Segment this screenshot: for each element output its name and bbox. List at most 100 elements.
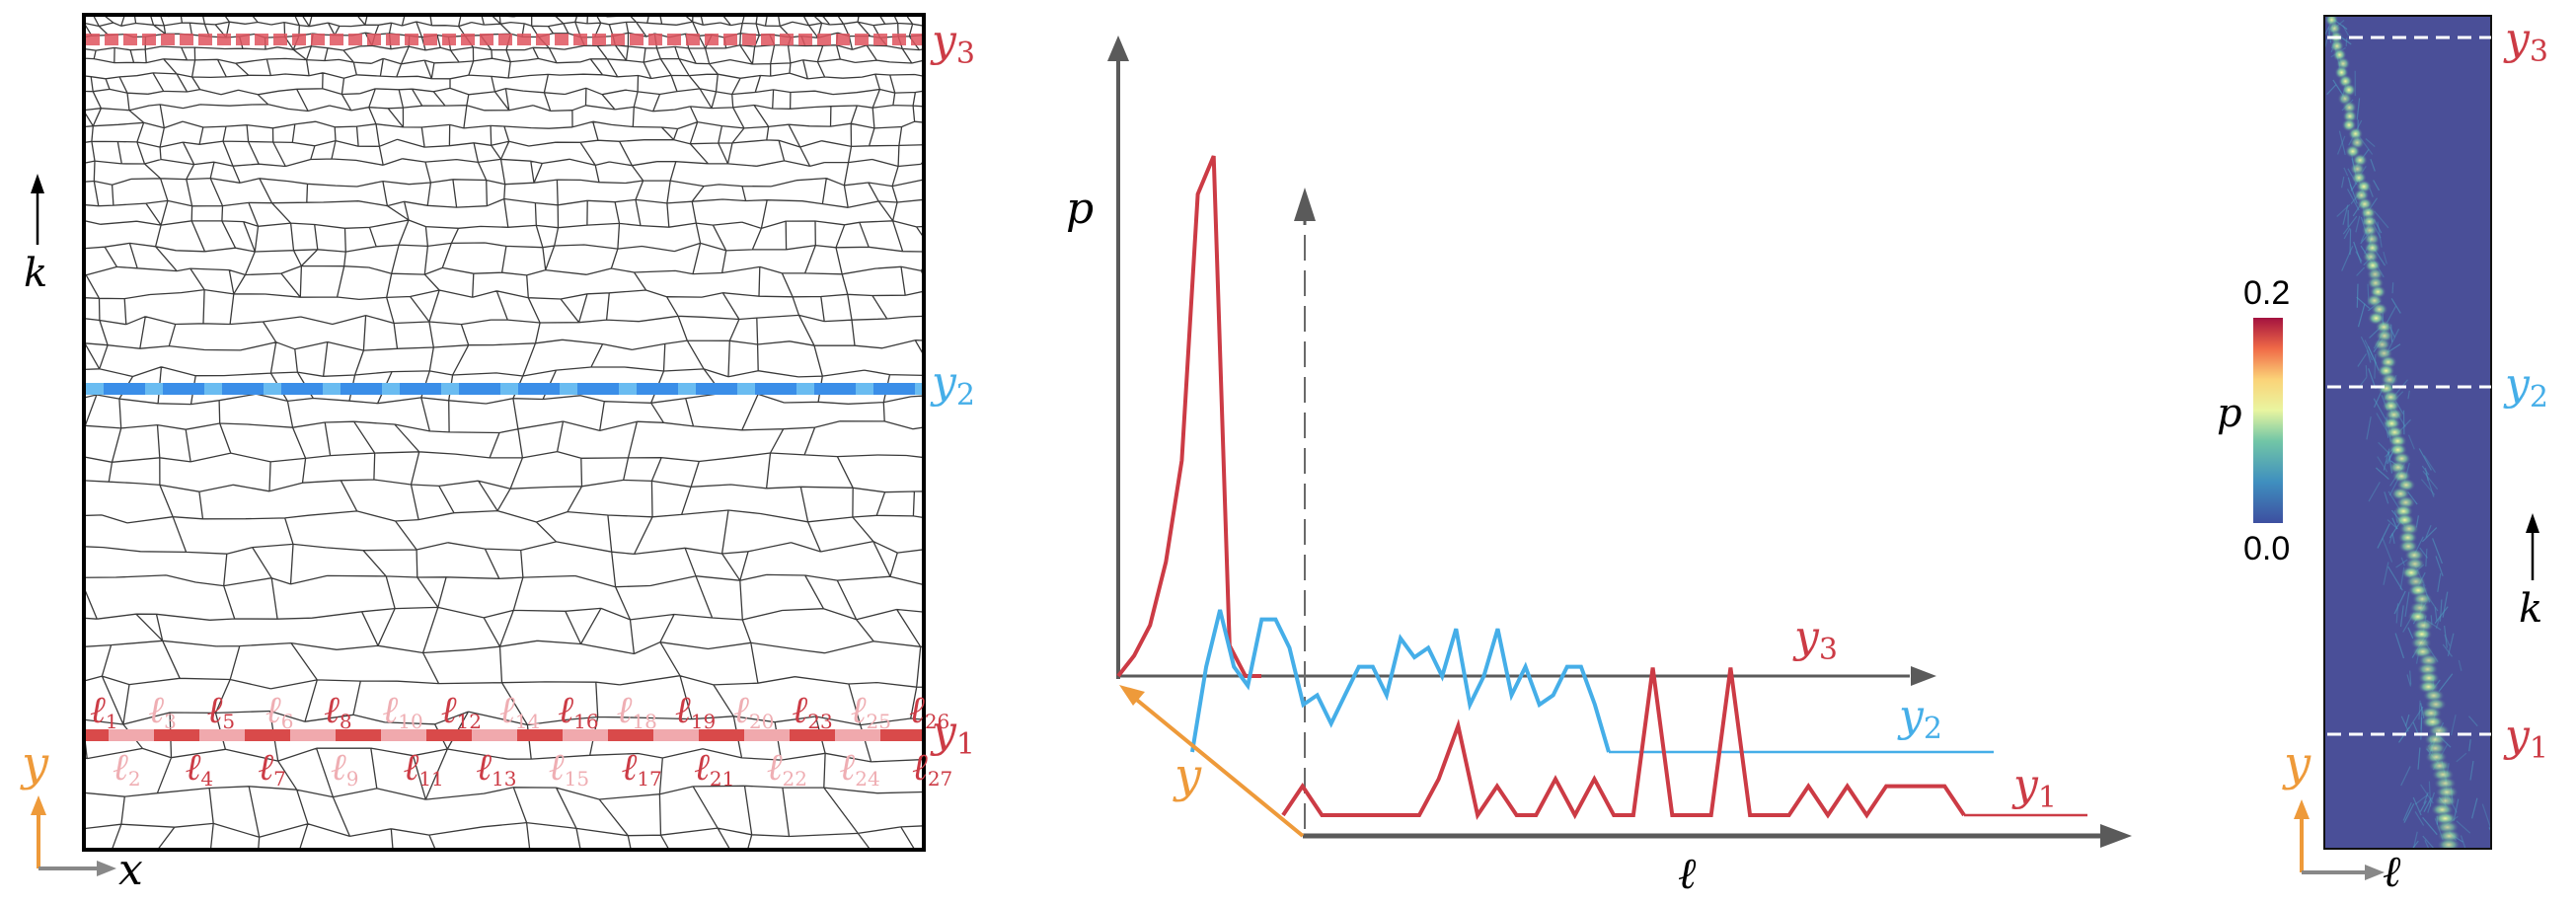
heat-streak xyxy=(2342,25,2350,37)
heat-streak xyxy=(2359,376,2368,386)
heat-streak xyxy=(2343,227,2351,240)
heat-streak xyxy=(2356,266,2366,276)
edge-label-top: ℓ25 xyxy=(851,688,891,733)
heat-streak xyxy=(2425,548,2428,567)
heat-streak xyxy=(2424,839,2430,849)
heat-k-arrowhead xyxy=(2526,513,2539,533)
heat-streak xyxy=(2393,590,2406,615)
heat-streak xyxy=(2356,296,2371,310)
heat-streak xyxy=(2376,467,2389,481)
heat-streak xyxy=(2367,345,2380,371)
y-axis-arrowhead xyxy=(31,795,46,815)
y-diag-axis xyxy=(1131,695,1305,838)
heat-streak xyxy=(2471,797,2478,819)
heat-streak xyxy=(2342,215,2358,235)
heat-streak xyxy=(2450,715,2457,736)
heat-streak xyxy=(2336,203,2351,217)
edge-label-bottom: ℓ7 xyxy=(258,745,286,791)
heat-streak xyxy=(2444,625,2448,648)
series-line-y1 xyxy=(1281,667,1966,821)
heat-streak xyxy=(2412,796,2422,816)
heat-streak xyxy=(2343,167,2349,177)
edge-label-bottom: ℓ17 xyxy=(622,745,662,791)
heat-streak xyxy=(2377,221,2383,248)
heat-streak xyxy=(2353,241,2362,264)
heat-label-y1: y1 xyxy=(2503,711,2548,766)
heat-y-arrowhead xyxy=(2294,799,2310,819)
heat-streak xyxy=(2366,416,2372,440)
heat-streak xyxy=(2438,673,2454,692)
heat-streak xyxy=(2341,246,2354,271)
heat-streak xyxy=(2456,752,2467,763)
heat-streak xyxy=(2414,811,2425,826)
heat-label-y2: y2 xyxy=(2503,359,2548,414)
panel-b-chart: p ℓ y y3 y2 y1 xyxy=(1066,36,2132,899)
series-line-y3 xyxy=(1116,155,1261,678)
heat-streak xyxy=(2357,303,2366,328)
heat-streak xyxy=(2422,817,2438,836)
heat-streak xyxy=(2338,130,2346,156)
heat-streak xyxy=(2420,784,2434,804)
heat-streak xyxy=(2432,538,2443,565)
heat-streak xyxy=(2346,188,2360,211)
heat-streak xyxy=(2355,215,2361,233)
heat-streak xyxy=(2387,565,2403,591)
heat-y-label: y xyxy=(2282,736,2311,791)
heat-streak xyxy=(2383,562,2389,585)
heat-streak xyxy=(2447,633,2455,656)
edge-label-top: ℓ6 xyxy=(265,688,294,733)
heat-blob xyxy=(2437,838,2462,849)
edge-label-top: ℓ16 xyxy=(558,688,598,733)
heat-streak xyxy=(2417,747,2421,770)
heat-x-arrowhead xyxy=(2365,865,2385,880)
heat-streak xyxy=(2425,524,2432,538)
heat-streak xyxy=(2370,158,2376,172)
heat-streak xyxy=(2368,482,2381,502)
heat-streak xyxy=(2403,803,2415,823)
edge-label-bottom: ℓ13 xyxy=(476,745,516,791)
series-group xyxy=(1116,155,1966,821)
heat-streak xyxy=(2422,470,2439,490)
heat-streak xyxy=(2365,365,2368,377)
label-y2: y2 xyxy=(930,357,975,413)
edge-label-top: ℓ18 xyxy=(617,688,657,733)
heat-streak xyxy=(2407,434,2415,450)
edge-label-bottom: ℓ11 xyxy=(404,745,444,791)
heat-streak xyxy=(2407,390,2410,400)
y-diag-arrowhead xyxy=(1119,685,1145,706)
heat-streak xyxy=(2350,182,2358,191)
series-label-y2: y2 xyxy=(1897,691,1942,746)
edge-label-top: ℓ3 xyxy=(148,688,177,733)
colorbar-max: 0.2 xyxy=(2243,274,2290,312)
heat-streak xyxy=(2439,599,2443,622)
heat-streak xyxy=(2420,479,2436,495)
edge-label-top: ℓ14 xyxy=(499,688,540,733)
heat-streak xyxy=(2423,797,2433,812)
heat-streak xyxy=(2423,455,2436,474)
heat-streak xyxy=(2394,633,2405,659)
heat-streak xyxy=(2390,298,2401,314)
heat-streak xyxy=(2421,465,2430,476)
heat-streak xyxy=(2409,670,2412,685)
edge-label-top: ℓ8 xyxy=(324,688,352,733)
label-y3: y3 xyxy=(930,16,975,71)
panel-a-mesh: ℓ1 ℓ3 ℓ5 ℓ6 ℓ8 ℓ10 ℓ12 ℓ14 ℓ16 ℓ18 ℓ19 ℓ20 ℓ23 ℓ25 ℓ26… xyxy=(20,13,975,895)
heat-streak xyxy=(2424,467,2429,482)
heat-streak xyxy=(2411,840,2419,849)
heat-streak xyxy=(2349,229,2352,256)
heat-streak xyxy=(2468,716,2478,727)
y3-baseline-arrowhead xyxy=(1911,666,1936,686)
heat-streak xyxy=(2378,441,2389,454)
heat-streak xyxy=(2341,176,2345,188)
heat-streak xyxy=(2357,353,2367,367)
heat-streak xyxy=(2418,448,2432,471)
heat-ell-label: ℓ xyxy=(2383,847,2401,897)
ell-axis-arrowhead xyxy=(2100,824,2132,848)
heat-streak xyxy=(2360,337,2374,361)
heat-streak xyxy=(2404,591,2410,617)
p-axis-arrowhead xyxy=(1107,36,1129,61)
heat-streak xyxy=(2384,491,2389,504)
colorbar xyxy=(2253,318,2283,523)
heat-streak xyxy=(2382,537,2393,563)
